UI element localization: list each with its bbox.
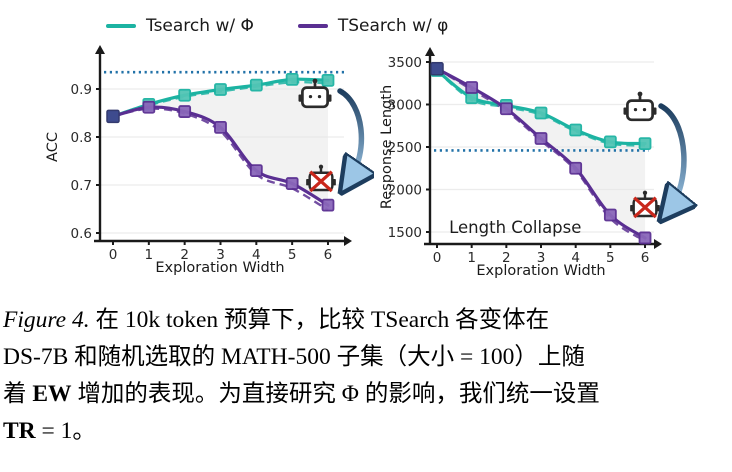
data-point-marker [569, 161, 583, 175]
x-tick-label: 5 [606, 250, 615, 266]
length-collapse-annotation: Length Collapse [449, 218, 581, 237]
teal-line-swatch [106, 24, 136, 28]
x-tick-label: 6 [641, 250, 650, 266]
data-point-marker [638, 231, 652, 245]
x-tick-label: 0 [109, 247, 118, 263]
data-point-marker [285, 73, 299, 86]
y-axis-arrowhead [95, 45, 105, 54]
data-point-marker [534, 106, 548, 120]
start-point-marker [430, 62, 444, 76]
figure-caption: Figure 4. 在 10k token 预算下，比较 TSearch 各变体… [3, 302, 730, 450]
data-point-marker [321, 73, 335, 87]
data-point-marker [499, 102, 513, 116]
caption-line: Figure 4. 在 10k token 预算下，比较 TSearch 各变体… [3, 302, 730, 339]
caption-segment: Figure 4. [3, 307, 90, 333]
data-point-marker [534, 132, 548, 145]
caption-segment: = 1。 [35, 418, 96, 444]
legend-item-tsearch-phi: TSearch w/ φ [297, 16, 449, 36]
x-tick-label: 3 [216, 247, 225, 263]
x-axis-label: Exploration Width [155, 260, 284, 276]
y-tick-label: 3500 [388, 55, 422, 71]
x-tick-label: 0 [433, 250, 442, 266]
gap-shaded-region [437, 68, 646, 238]
y-tick-label: 0.9 [71, 82, 92, 98]
y-axis-label: Response Length [379, 85, 395, 209]
y-tick-label: 2000 [388, 183, 422, 199]
data-point-marker [142, 100, 156, 114]
data-point-marker [465, 81, 479, 94]
response-length-chart: 0 1 2 3 4 5 6 1500 2000 2500 3000 3500 Exploration W… [379, 47, 732, 279]
x-tick-label: 4 [571, 250, 580, 266]
y-axis-arrowhead [425, 47, 435, 56]
x-tick-label: 2 [502, 250, 511, 266]
caption-line: DS-7B 和随机选取的 MATH-500 子集（大小 = 100）上随 [3, 339, 730, 376]
x-tick-label: 6 [324, 247, 333, 263]
y-tick-label: 0.6 [71, 226, 92, 242]
x-axis-arrowhead [344, 236, 352, 246]
legend-label: Tsearch w/ Φ [146, 16, 254, 36]
robot-icon [298, 78, 332, 109]
caption-segment: 着 [3, 381, 33, 407]
start-point-marker [106, 109, 120, 124]
caption-line: TR = 1。 [3, 413, 730, 450]
x-tick-label: 4 [252, 247, 261, 263]
data-point-marker [638, 137, 652, 150]
data-point-marker [321, 198, 335, 212]
data-point-marker [249, 164, 263, 178]
data-point-marker [178, 105, 192, 118]
x-tick-label: 5 [288, 247, 297, 263]
data-point-marker [249, 78, 263, 92]
caption-segment: 增加的表现。为直接研究 Φ 的影响，我们统一设置 [71, 381, 600, 407]
collapse-arrow [340, 88, 361, 181]
gap-shaded-region [113, 79, 328, 206]
data-point-marker [178, 88, 192, 102]
data-point-marker [603, 135, 617, 149]
legend-label: TSearch w/ φ [337, 16, 449, 36]
x-tick-label: 1 [467, 250, 476, 266]
caption-line: 着 EW 增加的表现。为直接研究 Φ 的影响，我们统一设置 [3, 376, 730, 413]
data-point-marker [214, 121, 227, 134]
legend-item-tsearch-Phi: Tsearch w/ Φ [106, 16, 254, 36]
x-axis-label: Exploration Width [476, 263, 605, 279]
robot-crossed-icon [306, 164, 336, 193]
data-point-marker [214, 83, 227, 96]
y-tick-label: 1500 [388, 225, 422, 241]
caption-segment: 在 10k token 预算下，比较 TSearch 各变体在 [89, 307, 550, 333]
caption-segment: EW [32, 381, 72, 407]
y-tick-label: 0.8 [71, 130, 92, 146]
acc-chart: 0 1 2 3 4 5 6 0.6 0.7 0.8 0.9 Exploration Width ACC [45, 45, 374, 276]
chart-legend: Tsearch w/ Φ TSearch w/ φ [106, 16, 448, 36]
y-tick-label: 0.7 [71, 178, 92, 194]
caption-segment: DS-7B 和随机选取的 MATH-500 子集（大小 = 100）上随 [3, 344, 585, 370]
y-tick-label: 2500 [388, 140, 422, 156]
data-point-marker [285, 177, 299, 190]
y-axis-label: ACC [45, 132, 61, 162]
data-point-marker [603, 208, 617, 222]
data-point-marker [569, 123, 583, 137]
x-axis-arrowhead [654, 239, 662, 249]
purple-line-swatch [297, 24, 328, 28]
x-tick-label: 1 [145, 247, 154, 263]
x-tick-label: 3 [537, 250, 546, 266]
robot-crossed-icon [630, 190, 660, 219]
collapse-arrow [661, 103, 684, 210]
robot-icon [623, 91, 657, 122]
caption-segment: TR [3, 418, 36, 444]
y-tick-label: 3000 [388, 98, 422, 114]
x-tick-label: 2 [180, 247, 189, 263]
